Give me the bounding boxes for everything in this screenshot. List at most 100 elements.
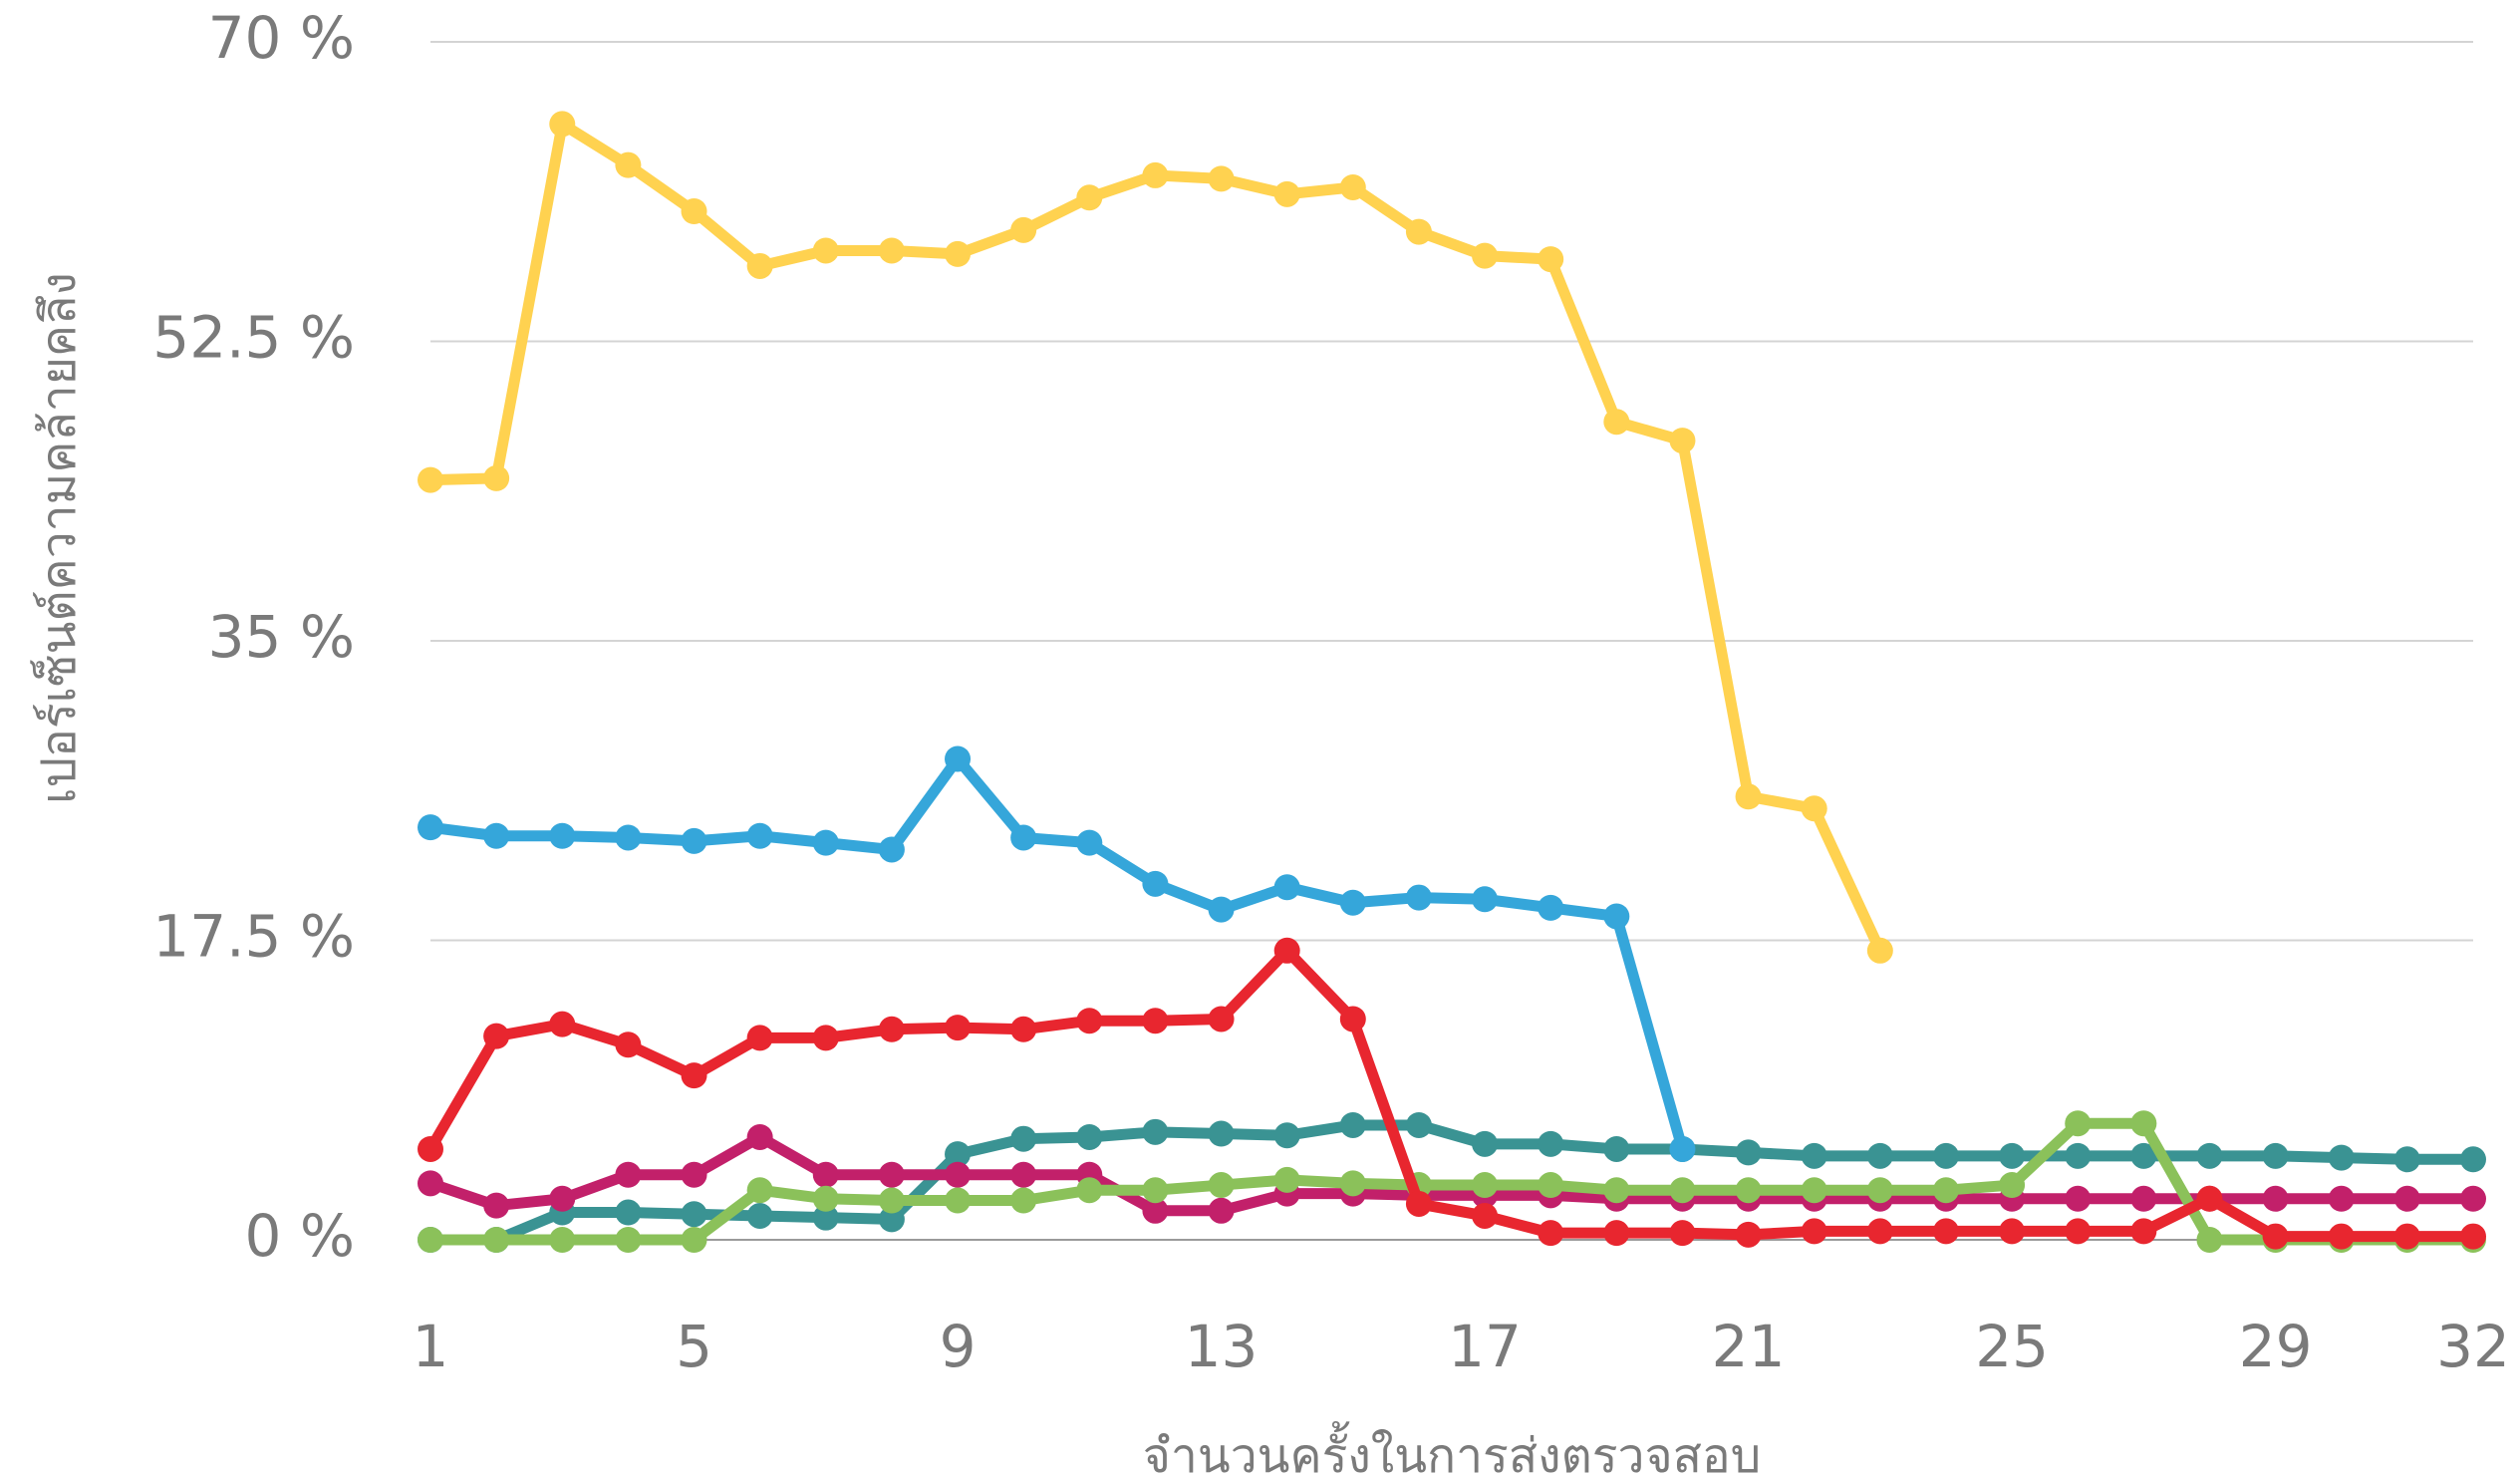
x-tick-label: 13 — [1185, 1313, 1259, 1380]
data-point — [1339, 1111, 1366, 1138]
data-point — [549, 111, 576, 138]
data-point — [681, 1062, 707, 1089]
data-point — [2262, 1185, 2289, 1212]
data-point — [1538, 1130, 1564, 1157]
data-point — [1010, 216, 1037, 243]
data-point — [2460, 1146, 2486, 1173]
data-point — [1472, 1202, 1499, 1229]
data-point — [746, 1202, 773, 1229]
data-point — [1801, 795, 1827, 822]
data-point — [812, 1204, 839, 1231]
data-point — [418, 466, 443, 493]
data-point — [1669, 428, 1696, 454]
data-point — [549, 1227, 576, 1253]
data-point — [681, 827, 707, 854]
data-point — [2196, 1227, 2223, 1253]
data-point — [1208, 1197, 1235, 1224]
data-point — [1735, 783, 1762, 810]
data-point — [1273, 1122, 1300, 1149]
data-point — [2328, 1144, 2355, 1171]
data-point — [1405, 884, 1432, 911]
data-point — [1339, 1170, 1366, 1197]
x-tick-label: 25 — [1975, 1313, 2049, 1380]
x-tick-label: 9 — [940, 1313, 977, 1380]
data-point — [549, 1185, 576, 1212]
data-point — [1932, 1177, 1959, 1204]
data-point — [945, 240, 972, 267]
data-point — [681, 1201, 707, 1228]
data-point — [812, 1161, 839, 1188]
data-point — [1603, 903, 1630, 930]
data-point — [2065, 1218, 2092, 1245]
data-point — [1076, 1008, 1103, 1034]
data-point — [615, 1161, 642, 1188]
data-point — [1669, 1177, 1696, 1204]
data-point — [878, 1187, 905, 1214]
data-point — [878, 1016, 905, 1042]
data-point — [1735, 1139, 1762, 1166]
data-point — [418, 814, 443, 841]
data-point — [746, 1025, 773, 1051]
data-point — [418, 1170, 443, 1197]
data-point — [1538, 1172, 1564, 1199]
data-point — [1010, 1125, 1037, 1152]
y-tick-label: 0 % — [245, 1202, 355, 1270]
data-point — [1076, 829, 1103, 856]
data-point — [1405, 1111, 1432, 1138]
y-axis-label: เปอร์เซ็นต์ความคล้ายคลึง — [30, 272, 87, 804]
data-point — [1273, 874, 1300, 901]
data-point — [746, 252, 773, 279]
data-point — [746, 1123, 773, 1150]
data-point — [615, 1199, 642, 1226]
series-line — [424, 118, 1886, 957]
data-point — [2196, 1142, 2223, 1169]
data-point — [2130, 1185, 2157, 1212]
data-point — [812, 1185, 839, 1212]
data-point — [1010, 1161, 1037, 1188]
series-line — [424, 752, 1688, 1155]
data-point — [2130, 1142, 2157, 1169]
data-point — [2262, 1142, 2289, 1169]
data-point — [1932, 1142, 1959, 1169]
data-point — [878, 1206, 905, 1233]
data-point — [1472, 242, 1499, 269]
data-point — [1603, 1177, 1630, 1204]
x-tick-label: 17 — [1448, 1313, 1522, 1380]
data-point — [681, 197, 707, 224]
y-tick-label: 52.5 % — [152, 304, 355, 372]
x-axis-label: จำนวนครั้งในการส่งตรวจสอบ — [1143, 1421, 1761, 1475]
x-tick-label: 21 — [1712, 1313, 1786, 1380]
data-point — [945, 1141, 972, 1168]
data-point — [1669, 1220, 1696, 1247]
data-point — [615, 824, 642, 851]
data-point — [746, 822, 773, 849]
data-point — [1208, 896, 1235, 923]
data-point — [1603, 1220, 1630, 1247]
data-point — [2065, 1185, 2092, 1212]
data-point — [549, 1011, 576, 1037]
data-point — [1142, 1118, 1169, 1145]
y-tick-label: 17.5 % — [152, 903, 355, 971]
data-point — [2130, 1110, 2157, 1137]
data-point — [1208, 1172, 1235, 1199]
data-point — [2130, 1218, 2157, 1245]
data-point — [615, 151, 642, 178]
data-point — [615, 1227, 642, 1253]
data-point — [1735, 1221, 1762, 1248]
data-point — [1999, 1142, 2026, 1169]
data-point — [1142, 1177, 1169, 1204]
x-tick-label: 5 — [676, 1313, 712, 1380]
data-point — [945, 1187, 972, 1214]
data-point — [945, 745, 972, 772]
data-point — [1735, 1177, 1762, 1204]
data-point — [1603, 409, 1630, 436]
data-point — [1472, 886, 1499, 913]
data-point — [1801, 1218, 1827, 1245]
data-point — [2262, 1223, 2289, 1250]
data-point — [1405, 1190, 1432, 1217]
x-tick-label: 1 — [413, 1313, 449, 1380]
data-point — [549, 822, 576, 849]
data-point — [483, 1023, 510, 1049]
data-point — [1076, 184, 1103, 211]
